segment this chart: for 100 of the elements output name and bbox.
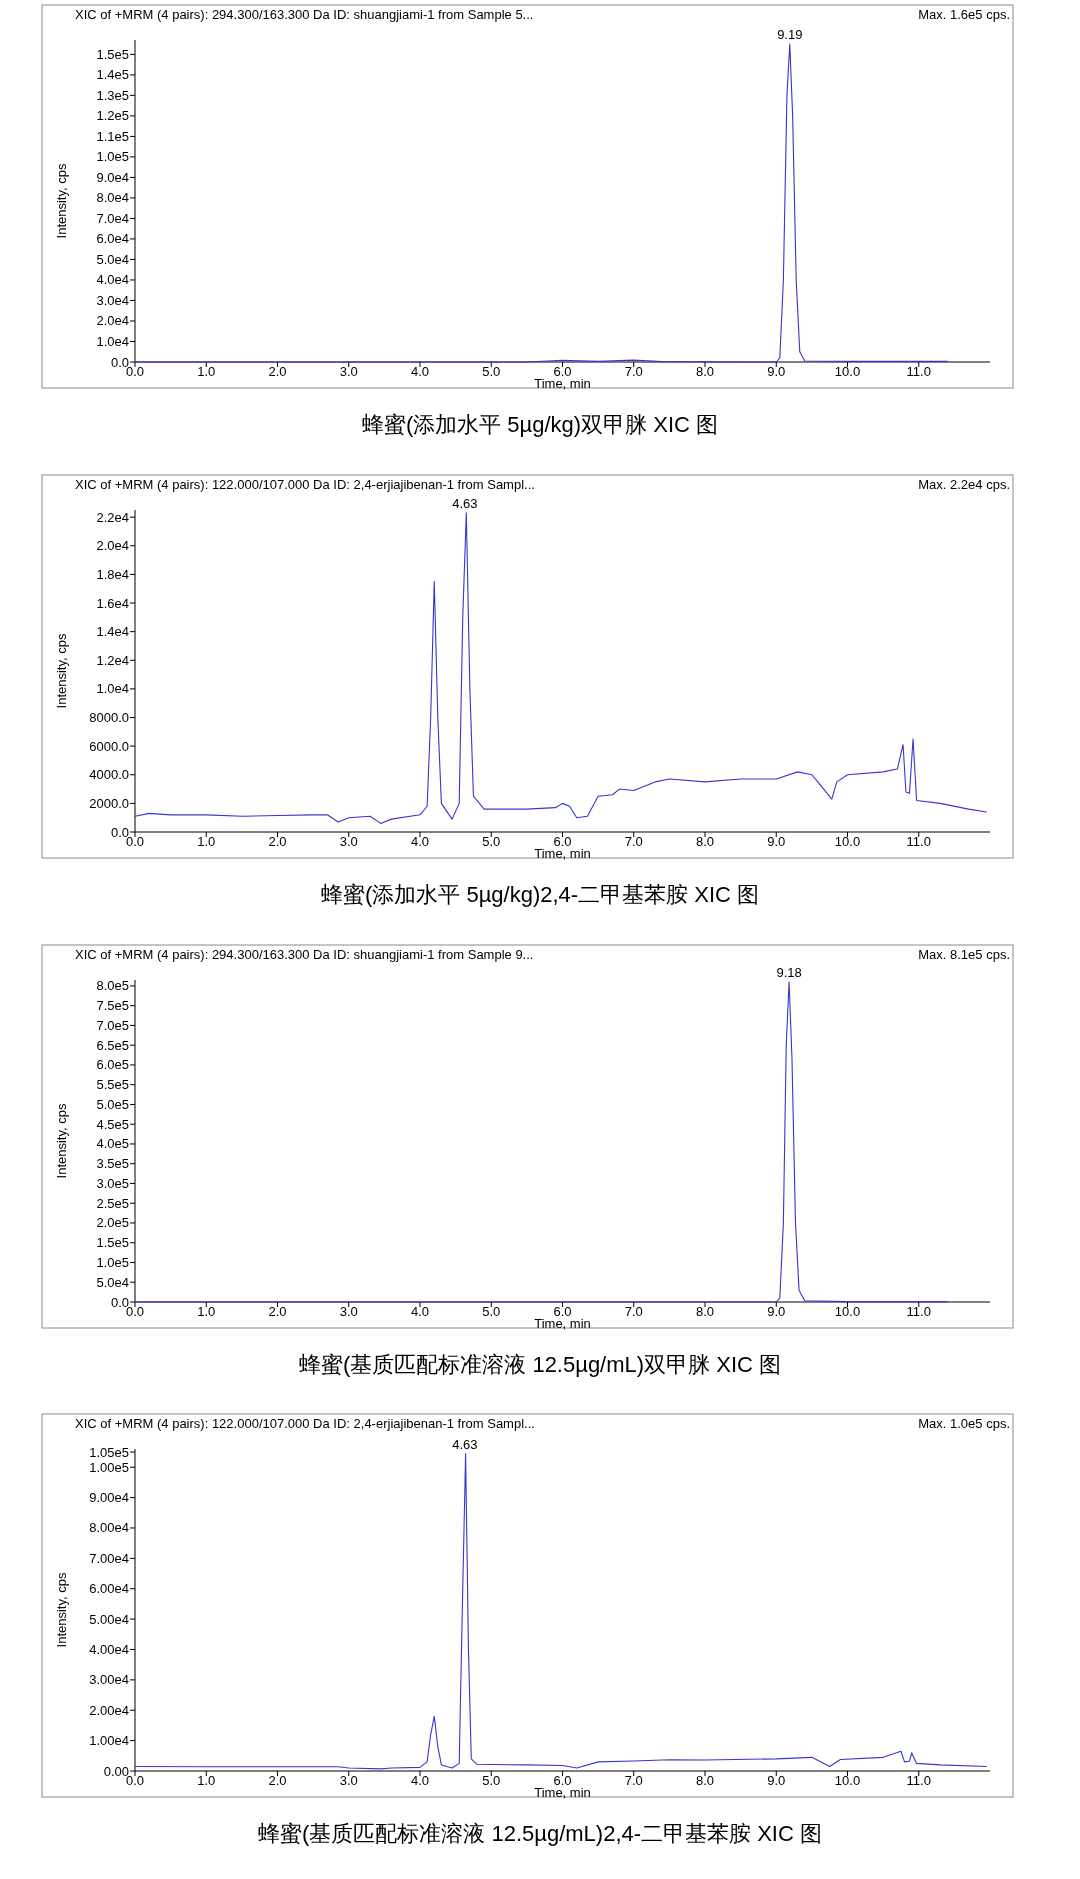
annotation: 9.18 [776, 964, 802, 980]
x-tick-label: 10.0 [834, 364, 861, 379]
y-tick-label: 2.5e5 [96, 1195, 129, 1211]
x-tick-label: 1.0 [197, 1304, 216, 1319]
text: Max. 2.2e4 cps. [918, 477, 1010, 492]
y-tick-label: 1.1e5 [96, 128, 129, 144]
y-tick-label: 8.0e5 [96, 978, 129, 994]
x-tick-label: 8.0 [695, 364, 715, 379]
y-tick-label: 3.0e5 [96, 1175, 129, 1191]
y-tick-label: 6.00e4 [89, 1581, 129, 1597]
y-tick-label: 1.2e5 [96, 108, 129, 124]
y-tick-label: 1.0e5 [96, 149, 129, 165]
x-tick-label: 4.0 [410, 1773, 430, 1788]
y-tick-label: 1.2e4 [96, 652, 129, 668]
y-tick-label: 8000.0 [89, 710, 129, 726]
y-tick-label: 1.05e5 [89, 1444, 129, 1460]
text: 蜂蜜(添加水平 5µg/kg)2,4-二甲基苯胺 XIC 图 [320, 882, 760, 907]
x-tick-label: 11.0 [906, 364, 931, 379]
annotation: 4.63 [452, 495, 478, 511]
y-tick-label: 1.8e4 [96, 566, 129, 582]
y-tick-label: 4.00e4 [89, 1641, 129, 1657]
x-tick-label: 6.0 [553, 1304, 572, 1319]
y-tick-label: 6000.0 [89, 738, 129, 754]
y-tick-label: 4.0e4 [96, 272, 129, 288]
y-tick-label: 2.0e4 [96, 313, 129, 329]
x-tick-label: 2.0 [268, 364, 287, 379]
y-axis-title: Intensity, cps [54, 163, 69, 239]
chart-subtitle: XIC of +MRM (4 pairs): 294.300/163.300 Da ID: shuangjiami-1 from Sample 5... [75, 7, 534, 22]
y-tick-label: 2.00e4 [89, 1702, 129, 1718]
x-tick-label: 5.0 [482, 364, 501, 379]
x-tick-label: 9.0 [767, 364, 786, 379]
x-tick-label: 9.0 [767, 1304, 786, 1319]
y-tick-label: 1.00e4 [89, 1733, 129, 1749]
text: 蜂蜜(添加水平 5µg/kg)双甲脒 XIC 图 [361, 412, 719, 437]
y-tick-label: 1.6e4 [96, 595, 129, 611]
text: 蜂蜜(基质匹配标准溶液 12.5µg/mL)2,4-二甲基苯胺 XIC 图 [258, 1821, 822, 1846]
text: Max. 1.0e5 cps. [918, 1416, 1010, 1431]
y-tick-label: 1.3e5 [96, 87, 129, 103]
y-tick-label: 6.5e5 [96, 1037, 129, 1053]
x-tick-label: 6.0 [553, 834, 572, 849]
y-tick-label: 4000.0 [89, 767, 129, 783]
y-tick-label: 5.0e5 [96, 1096, 129, 1112]
y-tick-label: 4.5e5 [96, 1116, 129, 1132]
y-tick-label: 8.00e4 [89, 1520, 129, 1536]
y-tick-label: 2.0e4 [96, 538, 129, 554]
x-tick-label: 6.0 [553, 1773, 572, 1788]
x-axis-title: Time, min [534, 1316, 591, 1331]
x-tick-label: 3.0 [339, 364, 358, 379]
x-axis-title: Time, min [534, 1785, 591, 1800]
y-tick-label: 1.4e4 [96, 624, 129, 640]
y-tick-label: 1.0e5 [96, 1254, 129, 1270]
text: Max. 8.1e5 cps. [918, 947, 1010, 962]
y-tick-label: 7.00e4 [89, 1550, 129, 1566]
y-tick-label: 4.0e5 [96, 1136, 129, 1152]
y-axis-title: Intensity, cps [54, 1103, 69, 1179]
x-tick-label: 1.0 [197, 1773, 216, 1788]
y-tick-label: 9.0e4 [96, 169, 129, 185]
chart-subtitle: XIC of +MRM (4 pairs): 294.300/163.300 Da ID: shuangjiami-1 from Sample 9... [75, 947, 534, 962]
x-tick-label: 10.0 [834, 834, 861, 849]
x-tick-label: 2.0 [268, 834, 287, 849]
x-tick-label: 8.0 [695, 1304, 715, 1319]
y-tick-label: 6.0e4 [96, 231, 129, 247]
y-tick-label: 7.5e5 [96, 998, 129, 1014]
y-tick-label: 5.0e4 [96, 1274, 129, 1290]
y-tick-label: 1.0e4 [96, 333, 129, 349]
x-axis-title: Time, min [534, 376, 591, 391]
y-tick-label: 1.0e4 [96, 681, 129, 697]
chart-subtitle: XIC of +MRM (4 pairs): 122.000/107.000 Da ID: 2,4-erjiajibenan-1 from Sampl... [75, 477, 535, 492]
y-tick-label: 1.00e5 [89, 1459, 129, 1475]
x-tick-label: 7.0 [624, 364, 643, 379]
y-tick-label: 1.4e5 [96, 67, 129, 83]
x-tick-label: 8.0 [695, 834, 715, 849]
x-tick-label: 3.0 [339, 1304, 358, 1319]
y-tick-label: 2000.0 [89, 795, 129, 811]
x-tick-label: 5.0 [482, 1773, 501, 1788]
y-tick-label: 2.2e4 [96, 509, 129, 525]
x-tick-label: 9.0 [767, 1773, 786, 1788]
x-tick-label: 11.0 [906, 834, 931, 849]
y-tick-label: 5.5e5 [96, 1077, 129, 1093]
y-tick-label: 5.00e4 [89, 1611, 129, 1627]
y-tick-label: 1.5e5 [96, 1235, 129, 1251]
text: 蜂蜜(基质匹配标准溶液 12.5µg/mL)双甲脒 XIC 图 [298, 1352, 782, 1377]
x-tick-label: 4.0 [410, 834, 430, 849]
x-tick-label: 3.0 [339, 834, 358, 849]
y-tick-label: 9.00e4 [89, 1490, 129, 1506]
annotation: 4.63 [452, 1436, 478, 1452]
x-tick-label: 11.0 [906, 1304, 931, 1319]
x-tick-label: 3.0 [339, 1773, 358, 1788]
x-tick-label: 1.0 [197, 364, 216, 379]
x-tick-label: 4.0 [410, 1304, 430, 1319]
x-tick-label: 6.0 [553, 364, 572, 379]
y-tick-label: 2.0e5 [96, 1215, 129, 1231]
x-tick-label: 9.0 [767, 834, 786, 849]
x-tick-label: 10.0 [834, 1304, 861, 1319]
y-tick-label: 3.00e4 [89, 1672, 129, 1688]
text: Max. 1.6e5 cps. [918, 7, 1010, 22]
x-tick-label: 7.0 [624, 834, 643, 849]
annotation: 9.19 [777, 27, 803, 43]
chart-subtitle: XIC of +MRM (4 pairs): 122.000/107.000 Da ID: 2,4-erjiajibenan-1 from Sampl... [75, 1416, 535, 1431]
x-tick-label: 2.0 [268, 1773, 287, 1788]
